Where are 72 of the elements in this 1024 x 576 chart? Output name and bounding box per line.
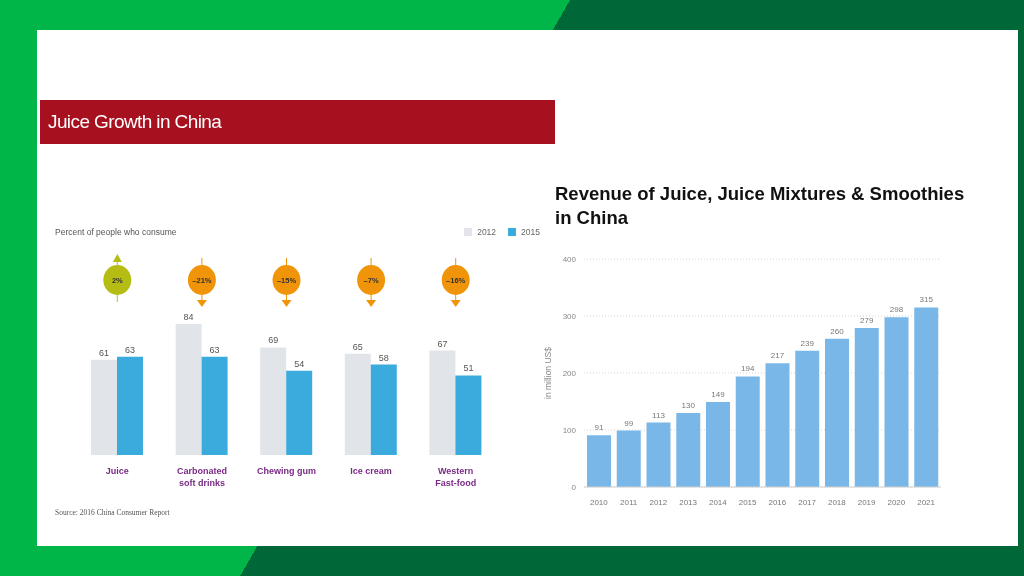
bar — [286, 370, 313, 455]
x-tick-label: 2016 — [768, 497, 787, 507]
data-label: 260 — [830, 326, 845, 336]
bar — [616, 430, 641, 487]
x-tick-label: 2019 — [857, 497, 877, 507]
bar — [884, 317, 909, 487]
bar — [429, 350, 456, 455]
data-label: 67 — [437, 338, 448, 349]
data-label: 69 — [268, 335, 279, 346]
x-tick-label: 2011 — [620, 497, 638, 507]
bar — [646, 422, 671, 487]
chart-subtitle: Percent of people who consume — [55, 227, 177, 237]
data-label: 58 — [378, 352, 389, 363]
x-tick-label: Chewing gum — [257, 466, 316, 477]
bar — [825, 338, 849, 487]
bar — [175, 324, 202, 455]
y-tick-label: 200 — [562, 368, 577, 378]
chart-title: Revenue of Juice, Juice Mixtures & Smoothies in China — [555, 182, 966, 230]
x-tick-label: 2017 — [798, 497, 817, 507]
bar — [765, 363, 790, 487]
x-tick-label: 2018 — [827, 497, 847, 507]
bar — [117, 356, 143, 455]
data-label: 63 — [209, 344, 220, 355]
x-tick-label: Carbonated soft drinks — [176, 466, 227, 488]
data-label: 298 — [889, 305, 904, 315]
bar — [914, 307, 939, 487]
x-tick-label: Juice — [105, 466, 129, 477]
bar — [370, 364, 397, 455]
data-label: 113 — [652, 410, 666, 420]
data-label: 315 — [919, 295, 934, 305]
y-tick-label: 100 — [562, 425, 577, 435]
data-label: 54 — [294, 358, 305, 369]
bar — [706, 402, 730, 487]
data-label: 84 — [183, 312, 194, 322]
x-tick-label: 2013 — [679, 497, 698, 507]
data-label: 130 — [681, 400, 696, 410]
x-tick-label: 2015 — [738, 497, 758, 507]
y-axis-title: in million US$ — [543, 346, 554, 399]
legend-label: 2015 — [521, 227, 540, 237]
bar — [735, 376, 760, 487]
bar — [455, 375, 482, 455]
bar — [344, 353, 371, 455]
data-label: 194 — [741, 364, 755, 374]
data-label: 91 — [594, 423, 604, 433]
data-label: 61 — [98, 347, 110, 358]
x-tick-label: 2010 — [589, 497, 609, 507]
data-label: 239 — [800, 338, 815, 348]
x-tick-label: 2021 — [917, 497, 936, 507]
bar — [201, 356, 228, 455]
data-label: 279 — [860, 315, 874, 325]
bar — [854, 327, 879, 487]
x-tick-label: 2020 — [887, 497, 906, 507]
legend-label: 2012 — [477, 227, 497, 237]
data-label: 65 — [352, 341, 363, 352]
x-tick-label: Western Fast-food — [435, 466, 477, 488]
x-tick-label: 2014 — [708, 497, 728, 507]
bar — [587, 435, 611, 487]
data-label: 63 — [124, 344, 136, 355]
bar — [91, 359, 117, 455]
data-label: 99 — [624, 418, 634, 428]
chart-title: Juice Growth in China — [40, 100, 555, 144]
bar — [260, 347, 287, 455]
data-label: 51 — [463, 363, 474, 374]
bar — [676, 412, 701, 487]
y-tick-label: 300 — [562, 311, 577, 321]
y-tick-label: 0 — [571, 482, 577, 492]
x-tick-label: Ice cream — [350, 466, 392, 477]
data-label: 217 — [770, 351, 785, 361]
data-label: 149 — [711, 390, 726, 400]
y-tick-label: 400 — [562, 254, 577, 264]
bar — [795, 350, 820, 487]
x-tick-label: 2012 — [649, 497, 668, 507]
